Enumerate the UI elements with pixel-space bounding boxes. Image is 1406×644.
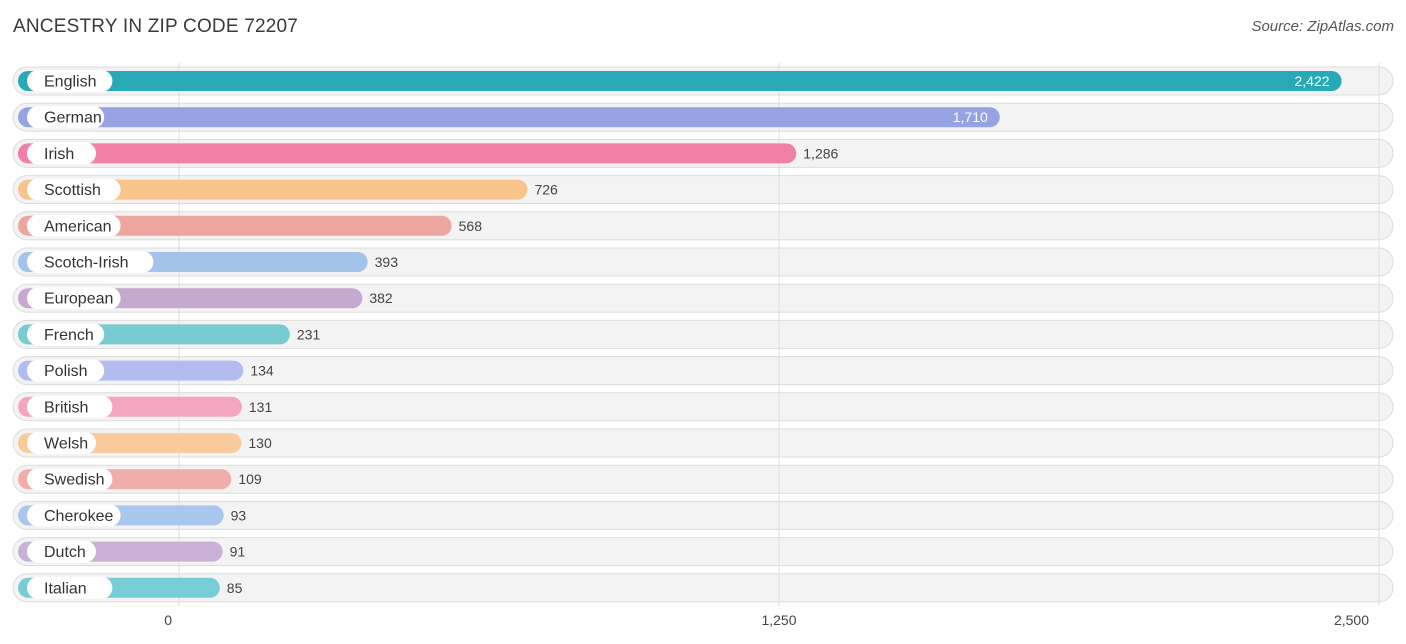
value-label: 85 <box>227 580 243 596</box>
chart-title: ANCESTRY IN ZIP CODE 72207 <box>13 16 299 37</box>
category-pill <box>27 106 105 129</box>
value-label: 231 <box>297 326 321 342</box>
value-label: 131 <box>249 399 273 415</box>
x-tick-label: 0 <box>164 612 172 628</box>
category-pill <box>27 468 113 491</box>
category-label: British <box>44 399 88 416</box>
category-label: German <box>44 110 102 127</box>
category-label: Welsh <box>44 436 88 453</box>
category-pill <box>27 323 105 346</box>
category-label: Cherokee <box>44 508 113 525</box>
x-tick-label: 1,250 <box>761 612 796 628</box>
category-label: Scottish <box>44 182 101 199</box>
category-pill <box>27 432 96 454</box>
category-pill <box>27 70 113 92</box>
category-label: Irish <box>44 146 74 163</box>
category-pill <box>27 504 121 527</box>
bar <box>18 71 1342 91</box>
x-tick-label: 2,500 <box>1334 612 1369 628</box>
category-label: European <box>44 291 113 308</box>
value-label: 726 <box>534 182 558 198</box>
value-label: 393 <box>375 254 399 270</box>
category-pill <box>27 178 121 201</box>
value-label: 134 <box>250 363 274 379</box>
value-label: 109 <box>238 471 262 487</box>
category-pill <box>27 214 121 237</box>
row-background <box>12 464 1394 494</box>
category-label: French <box>44 327 94 344</box>
category-label: Dutch <box>44 544 86 561</box>
bars: English 2,422 German 1,710 Irish 1,286 Scottis… <box>18 70 1342 599</box>
value-label: 2,422 <box>1295 73 1330 89</box>
value-label: 1,286 <box>803 145 838 161</box>
category-label: Scotch-Irish <box>44 255 128 272</box>
category-pill <box>27 576 113 599</box>
value-label: 382 <box>369 290 393 306</box>
category-label: English <box>44 74 96 91</box>
value-label: 1,710 <box>953 109 988 125</box>
category-pill <box>27 287 121 310</box>
category-label: American <box>44 218 112 235</box>
row-background <box>12 500 1394 530</box>
category-label: Polish <box>44 363 88 380</box>
category-label: Swedish <box>44 472 104 489</box>
row-background <box>12 573 1394 603</box>
chart-source: Source: ZipAtlas.com <box>1251 18 1394 35</box>
category-label: Italian <box>44 580 87 597</box>
row-background <box>12 537 1394 567</box>
bar <box>18 215 452 236</box>
category-pill <box>27 142 96 165</box>
row-background <box>12 319 1394 349</box>
value-label: 91 <box>230 544 246 560</box>
value-label: 130 <box>248 435 272 451</box>
x-axis-ticks: 0 1,250 2,500 <box>164 612 1369 628</box>
category-pill <box>27 251 154 273</box>
value-label: 93 <box>231 507 247 523</box>
category-pill <box>27 359 105 382</box>
row-background <box>12 356 1394 386</box>
bar <box>18 107 1000 128</box>
category-pill <box>27 540 96 563</box>
bar <box>18 179 528 200</box>
row-background <box>12 392 1394 422</box>
value-label: 568 <box>459 218 483 234</box>
row-background <box>12 428 1394 458</box>
bar <box>18 143 797 164</box>
category-pill <box>27 395 113 418</box>
